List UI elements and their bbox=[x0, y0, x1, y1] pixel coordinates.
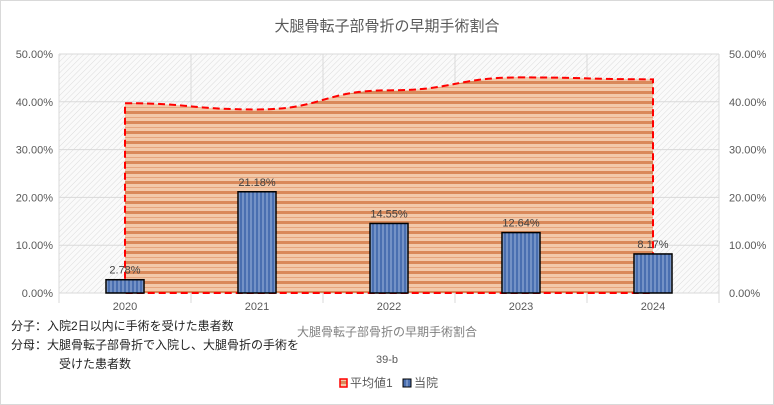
bar-2023 bbox=[501, 231, 541, 294]
data-label: 12.64% bbox=[502, 218, 540, 230]
y-tick-label-left: 40.00% bbox=[16, 97, 54, 109]
numerator-note: 分子：入院2日以内に手術を受けた患者数 bbox=[11, 319, 234, 333]
bar-2020 bbox=[105, 278, 145, 294]
legend-label-average: 平均値1 bbox=[350, 375, 393, 390]
bar-2024 bbox=[633, 253, 673, 294]
legend-swatch-hospital bbox=[402, 378, 412, 388]
y-tick-label-left: 0.00% bbox=[22, 288, 53, 300]
bar-2021 bbox=[237, 191, 277, 294]
y-tick-label-left: 20.00% bbox=[16, 192, 54, 204]
chart-title: 大腿骨転子部骨折の早期手術割合 bbox=[274, 18, 499, 35]
x-tick-label: 2024 bbox=[641, 301, 665, 313]
denominator-note-cont: 受けた患者数 bbox=[59, 357, 132, 371]
data-label: 8.17% bbox=[637, 239, 668, 251]
y-tick-label-right: 30.00% bbox=[729, 145, 767, 157]
y-tick-label-left: 10.00% bbox=[16, 240, 54, 252]
chart-subtitle: 39-b bbox=[376, 354, 398, 366]
x-tick-label: 2020 bbox=[113, 301, 137, 313]
y-tick-label-right: 50.00% bbox=[729, 49, 767, 61]
y-tick-label-right: 40.00% bbox=[729, 97, 767, 109]
x-tick-label: 2021 bbox=[245, 301, 269, 313]
y-tick-label-left: 50.00% bbox=[16, 49, 54, 61]
x-tick-label: 2023 bbox=[509, 301, 533, 313]
legend-label-hospital: 当院 bbox=[414, 376, 438, 390]
x-tick-label: 2022 bbox=[377, 301, 401, 313]
data-label: 21.18% bbox=[238, 177, 276, 189]
y-tick-label-left: 30.00% bbox=[16, 145, 54, 157]
denominator-note: 分母：大腿骨転子部骨折で入院し、大腿骨折の手術を bbox=[11, 338, 300, 352]
data-label: 14.55% bbox=[370, 208, 408, 220]
legend-swatch-average bbox=[339, 378, 348, 388]
legend: 平均値1 当院 bbox=[339, 375, 438, 390]
bar-2022 bbox=[369, 222, 409, 294]
x-axis-title: 大腿骨転子部骨折の早期手術割合 bbox=[297, 324, 477, 339]
y-tick-label-right: 10.00% bbox=[729, 240, 767, 252]
data-label: 2.78% bbox=[109, 265, 140, 277]
y-tick-label-right: 20.00% bbox=[729, 192, 767, 204]
y-tick-label-right: 0.00% bbox=[729, 288, 760, 300]
